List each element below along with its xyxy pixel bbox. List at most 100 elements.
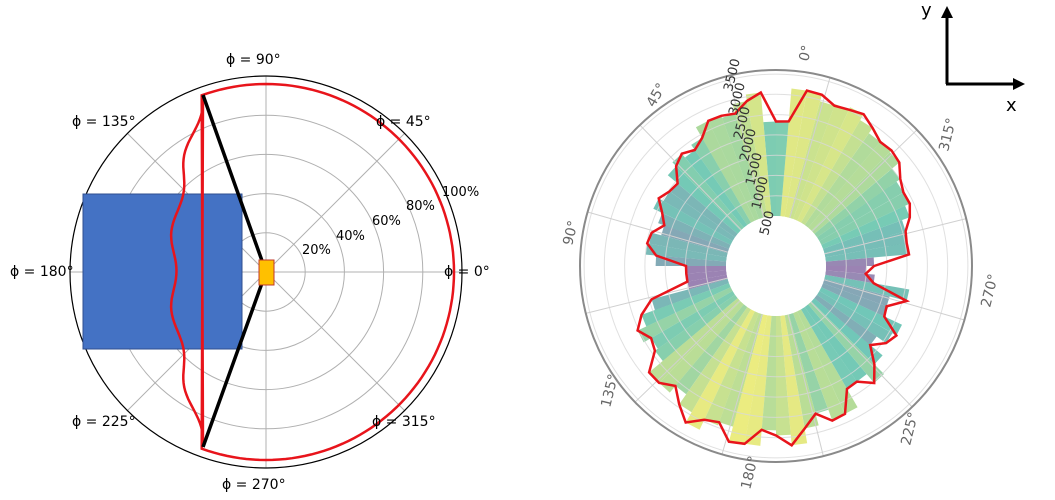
measurement-wedge [817, 181, 904, 241]
measurement-wedge [801, 120, 873, 225]
angle-label-270: ϕ = 270° [222, 477, 286, 493]
right-grid-spoke [811, 129, 918, 232]
measurement-wedge [823, 220, 906, 254]
radial-label-100: 100% [442, 185, 479, 200]
measurement-wedge [679, 307, 751, 413]
x-arrowhead [1013, 78, 1025, 90]
measurement-outline [636, 89, 912, 447]
angle-label-225: ϕ = 225° [72, 414, 136, 430]
radial-label-500: 500 [757, 209, 778, 237]
measurement-wedge [654, 294, 738, 361]
x-axis-label: x [1006, 95, 1017, 116]
angle-label-225: 225° [898, 410, 922, 447]
source-marker [258, 259, 275, 286]
measurement-wedge [819, 192, 910, 245]
right-grid-spoke [728, 75, 765, 218]
measurement-wedge [780, 315, 808, 446]
measurement-wedge [797, 107, 864, 223]
measurement-wedge [788, 101, 835, 219]
measurement-wedge [695, 120, 755, 223]
measurement-wedge [825, 257, 875, 266]
measurement-wedge [780, 88, 807, 217]
measurement-wedge [784, 314, 819, 429]
y-axis-label: y [921, 0, 932, 21]
measurement-wedge [814, 294, 877, 346]
measurement-wedge [719, 313, 764, 427]
measurement-wedge [661, 225, 729, 254]
measurement-wedge [708, 115, 759, 221]
right-grid-spoke [824, 218, 967, 255]
measurement-wedge [821, 283, 889, 317]
left-grid-spoke [265, 133, 405, 273]
measurement-wedge [821, 205, 910, 249]
measurement-wedge [675, 304, 748, 395]
measurement-wedge [663, 191, 735, 241]
right-grid-ring [603, 93, 949, 439]
measurement-wedge [651, 291, 735, 349]
angle-label-0: 0° [796, 44, 815, 63]
measurement-wedge [825, 270, 875, 284]
measurement-wedge [658, 213, 731, 249]
measurement-wedge [655, 255, 727, 266]
right-grid-ring [664, 154, 888, 378]
angle-label-270: 270° [978, 272, 1002, 309]
measurement-wedge [819, 287, 902, 336]
angle-label-135: 135° [598, 372, 622, 409]
angle-label-0: ϕ = 0° [444, 264, 490, 280]
right-grid-ring [583, 73, 969, 459]
right-polar-wedges [637, 88, 910, 446]
measurement-wedge [823, 278, 890, 307]
angle-label-180: 180° [738, 454, 762, 491]
measurement-wedge [745, 92, 772, 217]
angle-label-180: ϕ = 180° [10, 264, 74, 280]
measurement-wedge [691, 137, 751, 225]
right-grid-ring [705, 195, 847, 337]
angle-label-45: 45° [644, 80, 670, 110]
measurement-wedge [784, 91, 822, 218]
angle-label-315: ϕ = 315° [372, 414, 436, 430]
angle-label-135: ϕ = 135° [72, 114, 136, 130]
angle-label-90: 90° [560, 219, 582, 247]
left-polar-diagram: 20% 40% 60% 80% 100% ϕ = 0° ϕ = 45° ϕ = … [10, 52, 490, 493]
measurement-wedge [797, 309, 858, 414]
right-grid-spoke [634, 300, 741, 403]
right-grid-spoke [810, 301, 913, 408]
measurement-wedge [814, 168, 901, 238]
measurement-wedge [732, 101, 768, 218]
measurement-wedge [672, 153, 744, 231]
measurement-wedge [659, 301, 744, 393]
blocking-rectangle [82, 193, 243, 350]
measurement-wedge [637, 287, 733, 343]
measurement-wedge [653, 198, 733, 245]
measurement-wedge [685, 150, 748, 228]
measurement-wedge [804, 304, 867, 382]
measurement-wedge [667, 166, 741, 234]
measurement-wedge [744, 315, 772, 446]
measurement-wedge [722, 113, 764, 219]
measurement-wedge [793, 311, 846, 421]
measurement-wedge [649, 298, 741, 384]
measurement-wedge [685, 309, 755, 430]
measurement-wedge [804, 133, 881, 228]
right-grid-ring [624, 114, 928, 418]
right-grid-spoke [721, 313, 763, 455]
measurement-wedge [776, 120, 789, 217]
right-grid-spoke [789, 77, 831, 219]
radiation-pattern-curve [169, 82, 456, 462]
right-grid-ring [644, 134, 908, 398]
right-grid-spoke [587, 211, 729, 253]
radial-label-20: 20% [302, 243, 331, 258]
right-radial-labels: 500 1000 1500 2000 2500 3000 3500 [721, 57, 778, 237]
left-outer-ring [69, 75, 463, 469]
angle-label-90: ϕ = 90° [226, 52, 281, 68]
angle-label-315: 315° [936, 116, 960, 153]
right-grid-spoke [639, 124, 742, 231]
measurement-wedge [793, 104, 849, 221]
measurement-wedge [811, 298, 883, 365]
measurement-wedge [763, 121, 776, 217]
angle-label-45: ϕ = 45° [376, 114, 431, 130]
left-grid-spoke [265, 271, 405, 411]
radial-label-40: 40% [336, 229, 365, 244]
measurement-wedge [776, 315, 791, 436]
